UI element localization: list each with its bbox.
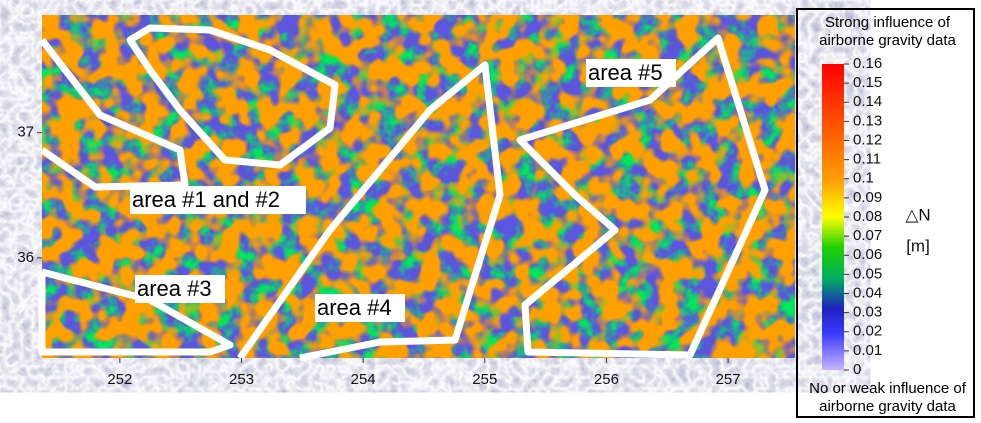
- x-tick-label: 255: [472, 371, 497, 388]
- x-tick-label: 252: [107, 371, 132, 388]
- page: area #1 and #2 area #3 area #4 area #5 252 2…: [0, 0, 981, 423]
- colorbar-title-top: Strong influence of airborne gravity dat…: [802, 14, 973, 50]
- x-tick-label: 254: [351, 371, 376, 388]
- area-label: area #5: [588, 60, 663, 85]
- y-tick-label: 37: [17, 124, 34, 141]
- x-tick-label: 257: [716, 371, 741, 388]
- x-tick-label: 256: [594, 371, 619, 388]
- y-tick-label: 36: [17, 249, 34, 266]
- area-label: area #1 and #2: [132, 187, 280, 212]
- legend-box: Strong influence of airborne gravity dat…: [796, 8, 975, 418]
- area-label: area #3: [137, 276, 212, 301]
- area-label: area #4: [317, 295, 392, 320]
- colorbar-title-bottom: No or weak influence of airborne gravity…: [802, 380, 973, 416]
- x-tick-label: 253: [229, 371, 254, 388]
